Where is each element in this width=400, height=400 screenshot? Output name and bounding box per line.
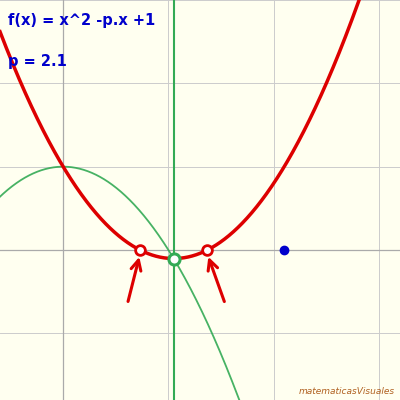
Text: f(x) = x^2 -p.x +1: f(x) = x^2 -p.x +1 bbox=[8, 12, 156, 28]
Text: matematicasVisuales: matematicasVisuales bbox=[299, 387, 395, 396]
Text: p = 2.1: p = 2.1 bbox=[8, 54, 67, 69]
